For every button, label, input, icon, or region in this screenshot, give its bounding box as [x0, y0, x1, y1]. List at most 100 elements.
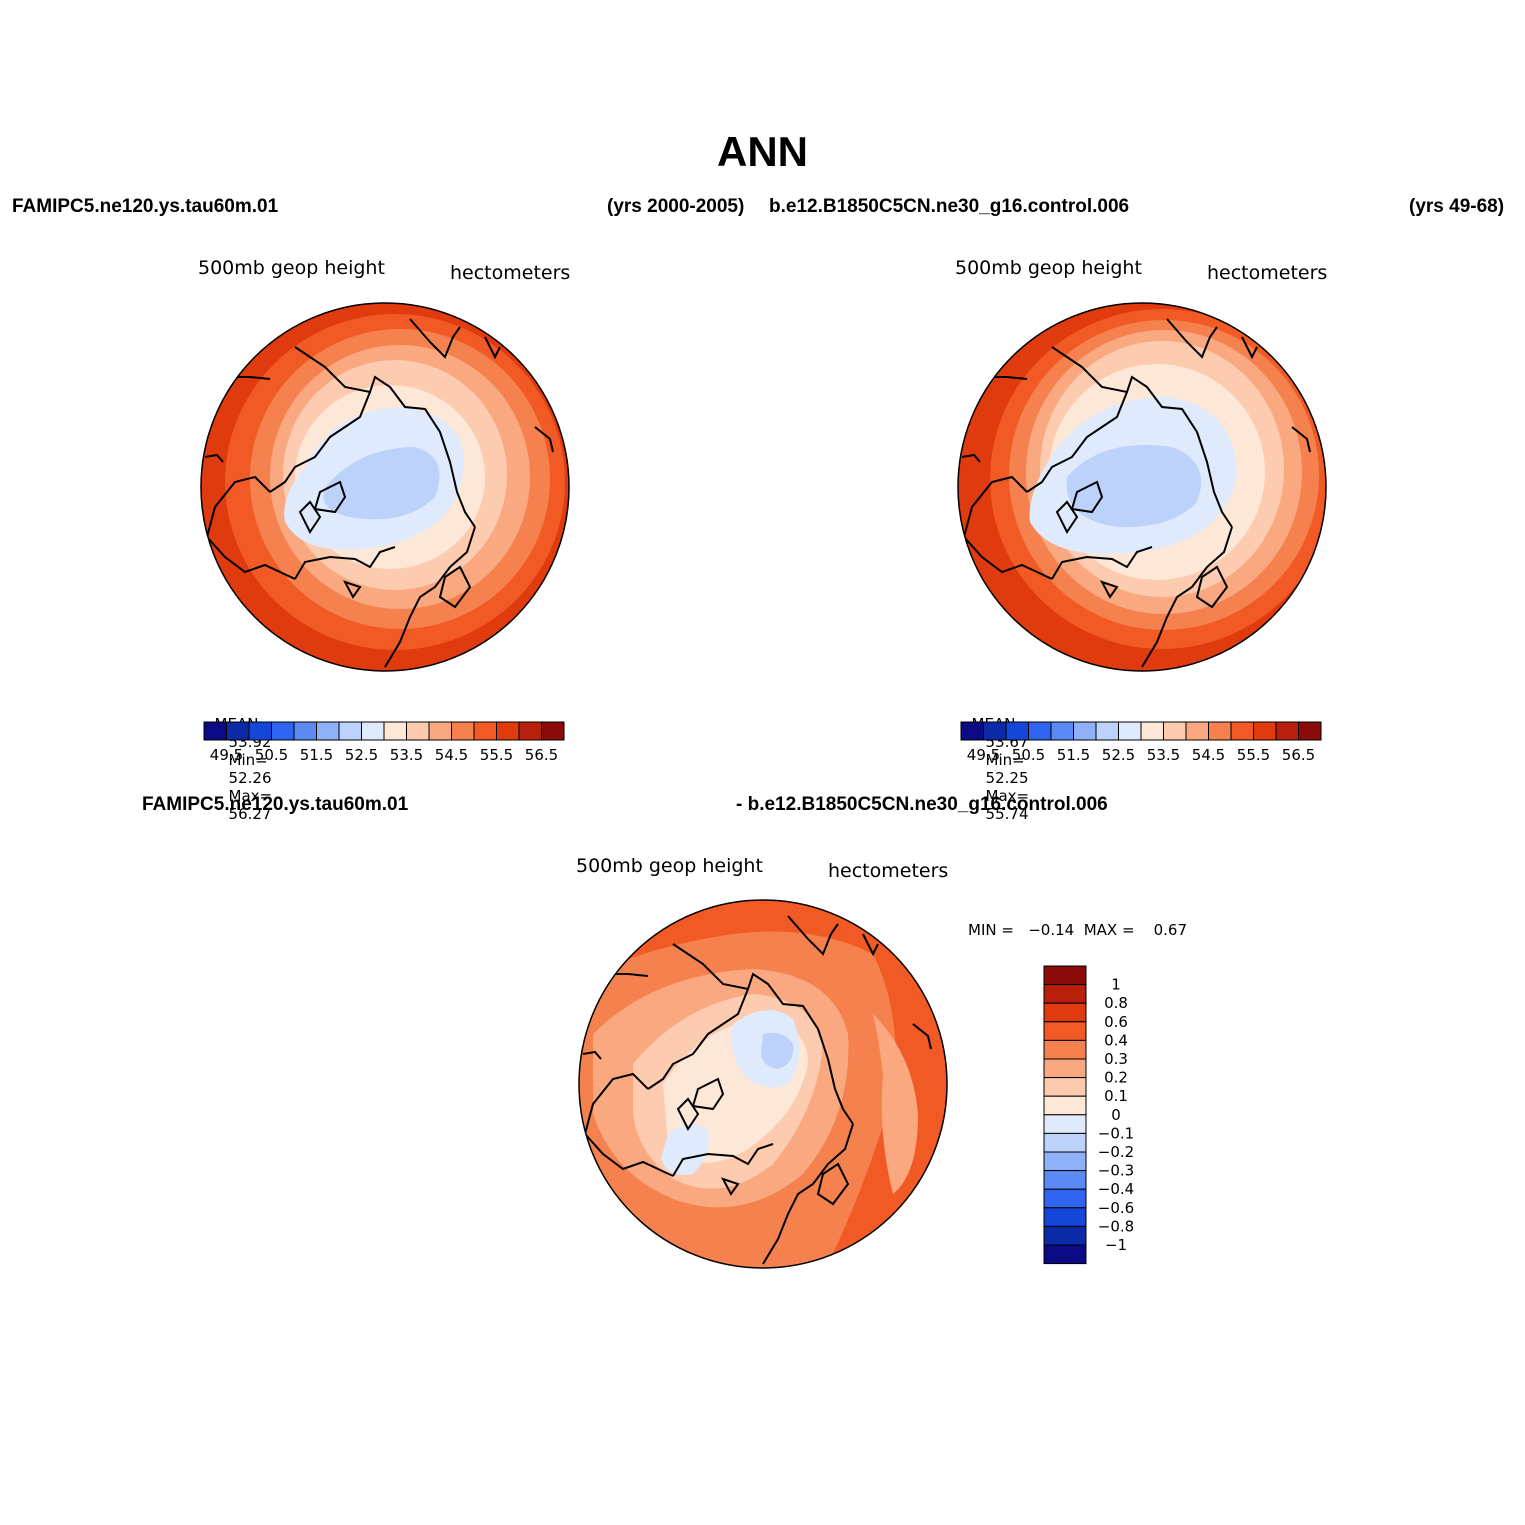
- panel1-colorbar-label: 49.5: [210, 746, 243, 764]
- panel3-colorbar-swatch: [1043, 1188, 1087, 1209]
- panel2-colorbar-swatch: [1163, 721, 1187, 741]
- panel3-colorbar: 10.80.60.40.30.20.10−0.1−0.2−0.3−0.4−0.6…: [1043, 965, 1134, 1265]
- panel3-colorbar-swatch: [1043, 1002, 1087, 1023]
- panel2-units-label: hectometers: [1207, 262, 1328, 284]
- panel3-colorbar-label: −0.2: [1098, 1143, 1134, 1161]
- panel1-map-border: [200, 302, 570, 672]
- panel3-colorbar-label: 1: [1111, 976, 1121, 994]
- panel1-colorbar-swatch: [496, 721, 520, 741]
- panel3-colorbar-label: 0.4: [1104, 1031, 1128, 1049]
- panel1-colorbar-label: 52.5: [345, 746, 378, 764]
- panel3-case-name-left: FAMIPC5.ne120.ys.tau60m.01: [142, 794, 409, 815]
- panel3-units-label: hectometers: [828, 860, 949, 882]
- panel3-colorbar-label: 0: [1111, 1106, 1121, 1124]
- panel3-map-border: [578, 899, 948, 1269]
- panel3-colorbar-label: −0.8: [1098, 1217, 1134, 1235]
- panel2-polar-map: [957, 302, 1327, 672]
- panel3-colorbar-label: −0.3: [1098, 1162, 1134, 1180]
- panel1-fill-52: [323, 447, 440, 520]
- panel3-min-max: MIN = −0.14 MAX = 0.67: [968, 921, 1188, 939]
- panel3-colorbar-label: 0.8: [1104, 994, 1128, 1012]
- panel3-fill-neg0.1-south: [661, 1125, 709, 1175]
- panel2-colorbar-label: 52.5: [1102, 746, 1135, 764]
- panel2-colorbar-swatch: [1275, 721, 1299, 741]
- panel3-colorbar-swatch: [1043, 1077, 1087, 1097]
- panel3-colorbar-label: 0.3: [1104, 1050, 1128, 1068]
- panel3-variable-label: 500mb geop height: [576, 855, 763, 877]
- panel1-colorbar-label: 55.5: [480, 746, 513, 764]
- panel1-colorbar-swatch: [316, 721, 340, 741]
- panel2-colorbar-label: 55.5: [1237, 746, 1270, 764]
- panel1-colorbar-swatch: [338, 721, 362, 741]
- panel3-colorbar-label: −0.1: [1098, 1124, 1134, 1142]
- panel1-colorbar-swatch: [271, 721, 295, 741]
- panel1-colorbar-label: 54.5: [435, 746, 468, 764]
- panel1-units-label: hectometers: [450, 262, 571, 284]
- panel3-colorbar-swatch: [1043, 1170, 1087, 1190]
- panel3-fill-neg0.2: [761, 1032, 794, 1069]
- panel2-colorbar-swatch: [1095, 721, 1119, 741]
- panel3-difference-map: [578, 899, 948, 1269]
- panel3-colorbar-label: −0.4: [1098, 1180, 1134, 1198]
- panel3-colorbar-label: 0.6: [1104, 1013, 1128, 1031]
- panel1-colorbar-swatch: [406, 721, 430, 741]
- panel3-colorbar-label: 0.2: [1104, 1069, 1128, 1087]
- panel1-coastlines: [204, 318, 554, 668]
- panel3-colorbar-swatch: [1043, 1225, 1087, 1246]
- panel2-colorbar-swatch: [1005, 721, 1029, 741]
- panel2-min-value: 52.25: [985, 769, 1029, 787]
- panel2-max-value: 55.74: [985, 805, 1029, 823]
- panel1-colorbar-swatch: [361, 721, 385, 741]
- panel2-fill-52: [1066, 445, 1202, 528]
- panel2-min-label: Min=: [985, 751, 1025, 769]
- panel2-colorbar-label: 53.5: [1147, 746, 1180, 764]
- panel3-case-name-right: - b.e12.B1850C5CN.ne30_g16.control.006: [736, 794, 1108, 815]
- panel2-colorbar-label: 54.5: [1192, 746, 1225, 764]
- panel3-colorbar-swatch: [1043, 1244, 1087, 1265]
- panel3-colorbar-swatch: [1043, 1132, 1087, 1153]
- panel2-colorbar-swatch: [1028, 721, 1052, 741]
- panel2-variable-label: 500mb geop height: [955, 257, 1142, 279]
- figure-title: ANN: [717, 128, 808, 175]
- panel1-colorbar-swatch: [248, 721, 272, 741]
- panel3-colorbar-swatch: [1043, 1021, 1087, 1041]
- panel1-colorbar-swatch: [451, 721, 475, 741]
- panel2-colorbar-swatch: [1208, 721, 1232, 741]
- panel3-colorbar-swatch: [1043, 1114, 1087, 1134]
- panel2-map-border: [957, 302, 1327, 672]
- panel2-colorbar-label: 56.5: [1282, 746, 1315, 764]
- panel2-colorbar-swatch: [1298, 721, 1322, 741]
- panel2-colorbar-swatch: [1050, 721, 1074, 741]
- panel1-colorbar-swatch: [226, 721, 250, 741]
- panel3-colorbar-swatch: [1043, 1058, 1087, 1079]
- panel1-colorbar-swatch: [428, 721, 452, 741]
- panel2-colorbar-swatch: [960, 721, 984, 741]
- panel1-polar-map: [200, 302, 570, 672]
- panel3-colorbar-label: 0.1: [1104, 1087, 1128, 1105]
- panel2-colorbar-swatch: [1073, 721, 1097, 741]
- panel3-colorbar-swatch: [1043, 1039, 1087, 1060]
- panel1-colorbar-label: 51.5: [300, 746, 333, 764]
- panel2-colorbar-label: 51.5: [1057, 746, 1090, 764]
- panel3-colorbar-swatch: [1043, 984, 1087, 1004]
- panel2-case-name: b.e12.B1850C5CN.ne30_g16.control.006: [769, 196, 1130, 217]
- panel1-min-value: 52.26: [228, 769, 272, 787]
- panel2-colorbar-swatch: [1253, 721, 1277, 741]
- panel1-years: (yrs 2000-2005): [607, 196, 745, 217]
- panel1-min-label: Min=: [228, 751, 268, 769]
- panel2-colorbar-label: 49.5: [967, 746, 1000, 764]
- panel2-colorbar: 49.5 50.5 51.5 52.5 53.5 54.5 55.5 56.5: [960, 721, 1322, 764]
- panel3-colorbar-swatch: [1043, 965, 1087, 986]
- panel2-coastlines: [961, 318, 1311, 668]
- panel3-colorbar-label: −0.6: [1098, 1199, 1134, 1217]
- panel3-colorbar-swatch: [1043, 1207, 1087, 1227]
- panel2-colorbar-swatch: [1118, 721, 1142, 741]
- panel1-colorbar-swatch: [541, 721, 565, 741]
- panel2-colorbar-swatch: [1140, 721, 1164, 741]
- panel1-colorbar-swatch: [383, 721, 407, 741]
- panel1-colorbar-label: 56.5: [525, 746, 558, 764]
- panel1-colorbar-label: 53.5: [390, 746, 423, 764]
- panel3-colorbar-swatch: [1043, 1151, 1087, 1172]
- panel1-colorbar-swatch: [473, 721, 497, 741]
- panel2-colorbar-label: 50.5: [1012, 746, 1045, 764]
